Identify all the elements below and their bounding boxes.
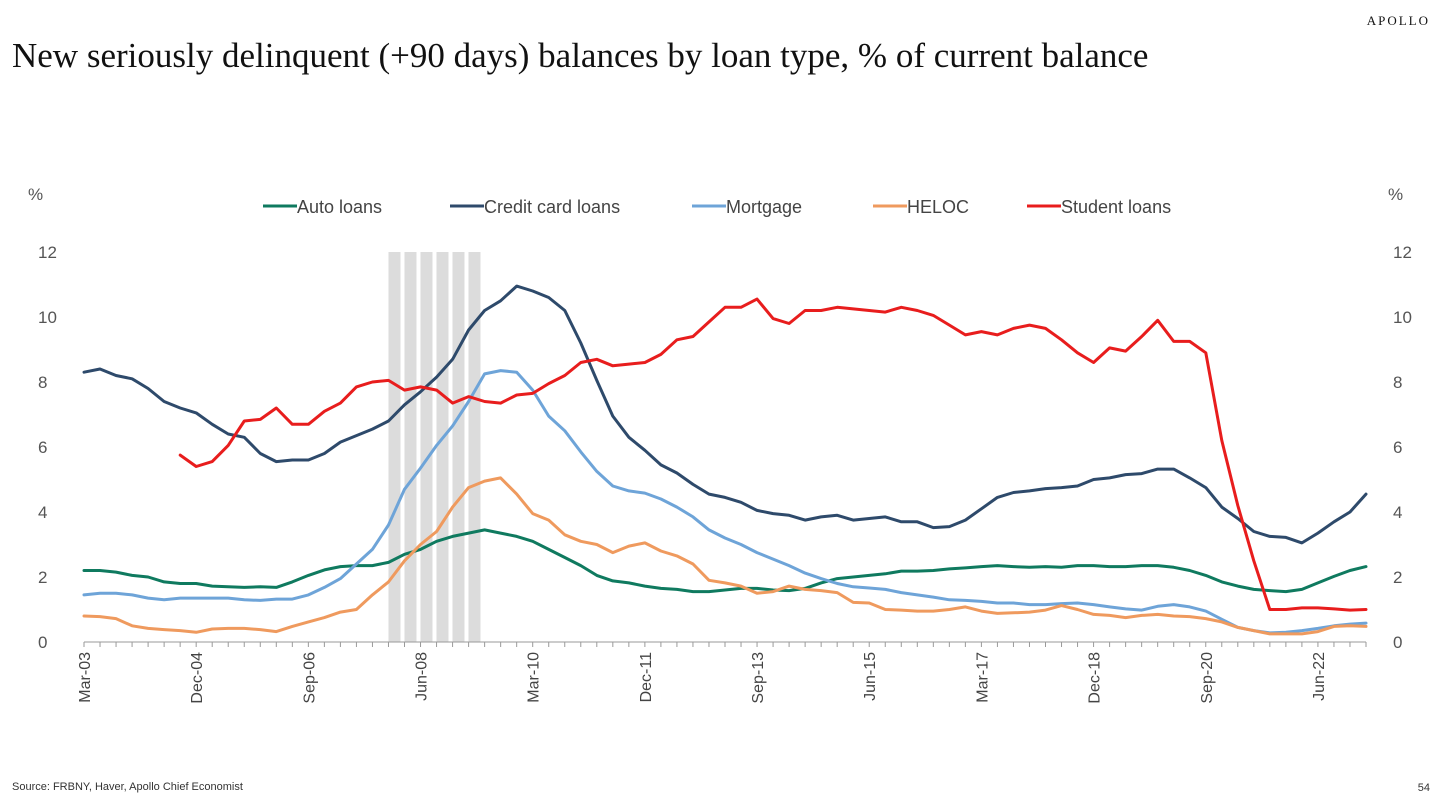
x-tick-label: Jun-15: [862, 652, 879, 701]
y-tick-left: 2: [38, 568, 47, 587]
y-tick-left: 12: [38, 243, 57, 262]
y-tick-right: 6: [1393, 438, 1402, 457]
series-line-mortgage: [82, 369, 1368, 635]
y-tick-left: 8: [38, 373, 47, 392]
x-tick-label: Mar-17: [974, 652, 991, 703]
y-tick-right: 12: [1393, 243, 1412, 262]
y-tick-right: 2: [1393, 568, 1402, 587]
series-line-auto-loans: [82, 528, 1368, 594]
x-tick-label: Sep-06: [301, 652, 318, 704]
recession-shading: [388, 252, 481, 642]
legend-label: HELOC: [907, 197, 969, 217]
brand-logo: APOLLO: [1366, 13, 1430, 28]
axes: [83, 641, 1367, 647]
legend-label: Credit card loans: [484, 197, 620, 217]
y-axis-label-right: %: [1388, 185, 1403, 204]
y-tick-left: 0: [38, 633, 47, 652]
legend-label: Student loans: [1061, 197, 1171, 217]
y-tick-right: 0: [1393, 633, 1402, 652]
x-tick-label: Sep-20: [1199, 652, 1216, 704]
legend-item: HELOC: [873, 197, 969, 217]
x-tick-label: Dec-04: [189, 652, 206, 704]
y-tick-left: 10: [38, 308, 57, 327]
recession-stripe: [388, 252, 401, 642]
x-tick-label: Mar-03: [77, 652, 94, 703]
x-tick-label: Mar-10: [526, 652, 543, 703]
x-tick-label: Sep-13: [750, 652, 767, 704]
x-tick-label: Dec-11: [638, 652, 655, 702]
series-line-credit-card-loans: [82, 284, 1368, 545]
y-tick-left: 6: [38, 438, 47, 457]
legend-label: Mortgage: [726, 197, 802, 217]
legend-label: Auto loans: [297, 197, 382, 217]
page-title: New seriously delinquent (+90 days) bala…: [12, 36, 1149, 75]
series-line-heloc: [82, 476, 1368, 636]
y-axis-label-left: %: [28, 185, 43, 204]
x-tick-label: Jun-22: [1311, 652, 1328, 701]
x-tick-label: Dec-18: [1087, 652, 1104, 704]
legend: Auto loans Credit card loans Mortgage HELOC…: [263, 197, 1171, 217]
recession-band-0: [388, 252, 481, 642]
recession-stripe: [420, 252, 433, 642]
recession-stripe: [468, 252, 481, 642]
y-tick-right: 4: [1393, 503, 1402, 522]
page-number: 54: [1417, 782, 1430, 794]
series-lines: [82, 284, 1368, 636]
tick-labels: 0 0 2 2 4 4 6 6 8 8 10 10 12 12% % Mar-03 Dec-04 Sep-06 Ju…: [28, 185, 1412, 704]
y-tick-left: 4: [38, 503, 47, 522]
recession-stripe: [436, 252, 449, 642]
y-tick-right: 10: [1393, 308, 1412, 327]
legend-item: Mortgage: [692, 197, 802, 217]
x-tick-label: Jun-08: [414, 652, 431, 701]
series-line-student-loans: [178, 297, 1368, 612]
legend-item: Auto loans: [263, 197, 382, 217]
recession-stripe: [452, 252, 465, 642]
recession-stripe: [404, 252, 417, 642]
source-note: Source: FRBNY, Haver, Apollo Chief Econo…: [12, 781, 243, 793]
legend-item: Student loans: [1027, 197, 1171, 217]
legend-item: Credit card loans: [450, 197, 620, 217]
y-tick-right: 8: [1393, 373, 1402, 392]
